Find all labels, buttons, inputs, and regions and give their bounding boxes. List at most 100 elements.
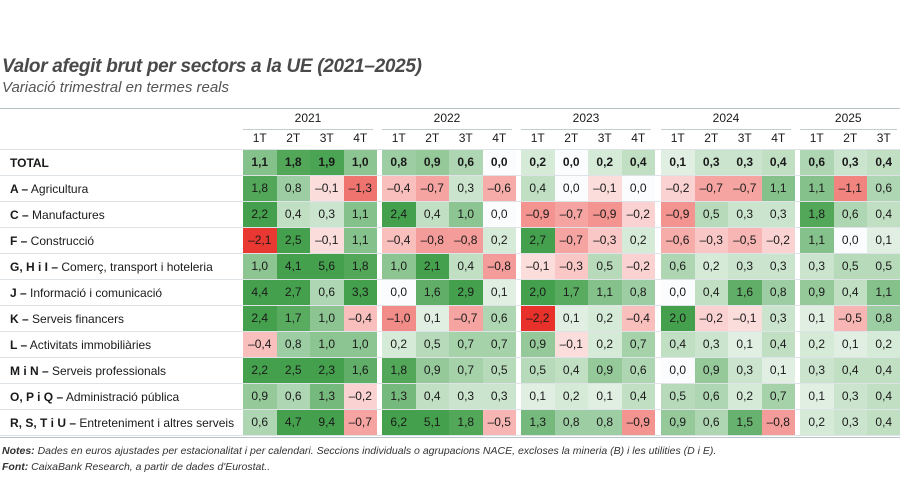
heatmap-cell: –0,8	[415, 228, 449, 253]
heatmap-cell: –0,9	[588, 202, 622, 227]
heatmap-cell: –0,4	[621, 306, 655, 331]
heatmap-cell: 0,1	[800, 306, 834, 331]
heatmap-cell: 0,7	[482, 332, 516, 357]
row-label: M i N – Serveis professionals	[10, 358, 166, 384]
heatmap-cell: –0,8	[482, 254, 516, 279]
row-label: G, H i I – Comerç, transport i hoteleria	[10, 254, 213, 280]
heatmap-cell: 0,3	[694, 332, 728, 357]
heatmap-cell: 1,1	[867, 280, 900, 305]
heatmap-cell: –2,2	[521, 306, 555, 331]
heatmap-cell: 0,6	[867, 176, 900, 201]
heatmap-cell: 0,3	[449, 384, 483, 409]
heatmap-cell: 0,4	[694, 280, 728, 305]
year-header: 2024	[661, 111, 791, 130]
heatmap-cell: 0,5	[521, 358, 555, 383]
heatmap-cell: 0,1	[482, 280, 516, 305]
year-header: 2022	[382, 111, 512, 130]
quarter-header: 1T	[252, 131, 267, 145]
heatmap-cell: 0,4	[833, 280, 867, 305]
heatmap-cell: 1,0	[382, 254, 416, 279]
heatmap-cell: 0,8	[867, 306, 900, 331]
heatmap-cell: 0,8	[276, 332, 310, 357]
row-divider	[0, 435, 900, 436]
heatmap-cell: 9,4	[310, 410, 344, 435]
heatmap-cell: 1,8	[243, 176, 277, 201]
heatmap-cell: –1,1	[833, 176, 867, 201]
heatmap-cell: 0,2	[382, 332, 416, 357]
row-name: Serveis financers	[28, 312, 125, 326]
row-name: Manufactures	[28, 208, 105, 222]
heatmap-cell: 0,8	[621, 280, 655, 305]
heatmap-cell: 0,7	[761, 384, 795, 409]
heatmap-cell: –0,3	[694, 228, 728, 253]
heatmap-cell: –0,1	[728, 306, 762, 331]
heatmap-cell: 0,9	[415, 150, 449, 175]
heatmap-cell: 0,6	[482, 306, 516, 331]
heatmap-cell: 0,2	[554, 384, 588, 409]
heatmap-cell: –0,7	[694, 176, 728, 201]
heatmap-cell: 1,3	[521, 410, 555, 435]
row-divider	[0, 331, 900, 332]
heatmap-cell: –0,6	[661, 228, 695, 253]
notes-text: Dades en euros ajustades per estacionali…	[34, 445, 717, 457]
heatmap-cell: –0,2	[661, 176, 695, 201]
heatmap-cell: 0,1	[588, 384, 622, 409]
heatmap-cell: 0,0	[554, 176, 588, 201]
heatmap-cell: 0,4	[867, 384, 900, 409]
heatmap-cell: –0,4	[382, 176, 416, 201]
heatmap-cell: –1,0	[382, 306, 416, 331]
heatmap-cell: 0,2	[588, 150, 622, 175]
row-code: L –	[10, 338, 28, 352]
heatmap-cell: 0,0	[482, 150, 516, 175]
heatmap-cell: –0,2	[761, 228, 795, 253]
heatmap-cell: –1,3	[343, 176, 377, 201]
heatmap-cell: 0,2	[728, 384, 762, 409]
quarter-header: 4T	[771, 131, 786, 145]
quarter-header: 1T	[391, 131, 406, 145]
heatmap-cell: 0,4	[833, 358, 867, 383]
heatmap-cell: 1,3	[310, 384, 344, 409]
heatmap-cell: 1,1	[243, 150, 277, 175]
heatmap-cell: 0,3	[449, 176, 483, 201]
heatmap-cell: 0,8	[761, 280, 795, 305]
heatmap-cell: 0,2	[588, 332, 622, 357]
heatmap-cell: 1,8	[800, 202, 834, 227]
row-divider	[0, 279, 900, 280]
heatmap-cell: 2,2	[243, 358, 277, 383]
heatmap-cell: –0,7	[554, 202, 588, 227]
heatmap-cell: 0,2	[482, 228, 516, 253]
heatmap-cell: 4,7	[276, 410, 310, 435]
heatmap-cell: 0,3	[800, 254, 834, 279]
heatmap-cell: –0,3	[554, 254, 588, 279]
heatmap-cell: 0,6	[621, 358, 655, 383]
heatmap-cell: 0,2	[694, 254, 728, 279]
heatmap-cell: 0,0	[833, 228, 867, 253]
heatmap-cell: 0,7	[449, 332, 483, 357]
heatmap-cell: 1,8	[343, 254, 377, 279]
heatmap-cell: 0,5	[867, 254, 900, 279]
heatmap-cell: 0,4	[867, 410, 900, 435]
heatmap-cell: 1,0	[449, 202, 483, 227]
heatmap-cell: –0,7	[415, 176, 449, 201]
heatmap-cell: 1,1	[588, 280, 622, 305]
source: Font: CaixaBank Research, a partir de da…	[2, 461, 270, 473]
heatmap-cell: 0,6	[243, 410, 277, 435]
heatmap-cell: 0,6	[449, 150, 483, 175]
heatmap-cell: 1,0	[310, 306, 344, 331]
year-header: 2025	[800, 111, 897, 130]
heatmap-cell: 0,6	[661, 254, 695, 279]
heatmap-cell: 0,6	[694, 384, 728, 409]
row-label: J – Informació i comunicació	[10, 280, 162, 306]
heatmap-cell: –0,4	[343, 306, 377, 331]
heatmap-cell: –0,1	[521, 254, 555, 279]
heatmap-cell: 0,0	[661, 358, 695, 383]
heatmap-cell: 6,2	[382, 410, 416, 435]
heatmap-cell: –0,9	[621, 410, 655, 435]
heatmap-cell: –0,2	[621, 254, 655, 279]
heatmap-cell: 0,1	[867, 228, 900, 253]
heatmap-cell: –2,1	[243, 228, 277, 253]
heatmap-cell: 0,4	[621, 384, 655, 409]
heatmap-cell: 0,2	[521, 150, 555, 175]
quarter-header: 1T	[670, 131, 685, 145]
header-rule	[0, 149, 900, 150]
